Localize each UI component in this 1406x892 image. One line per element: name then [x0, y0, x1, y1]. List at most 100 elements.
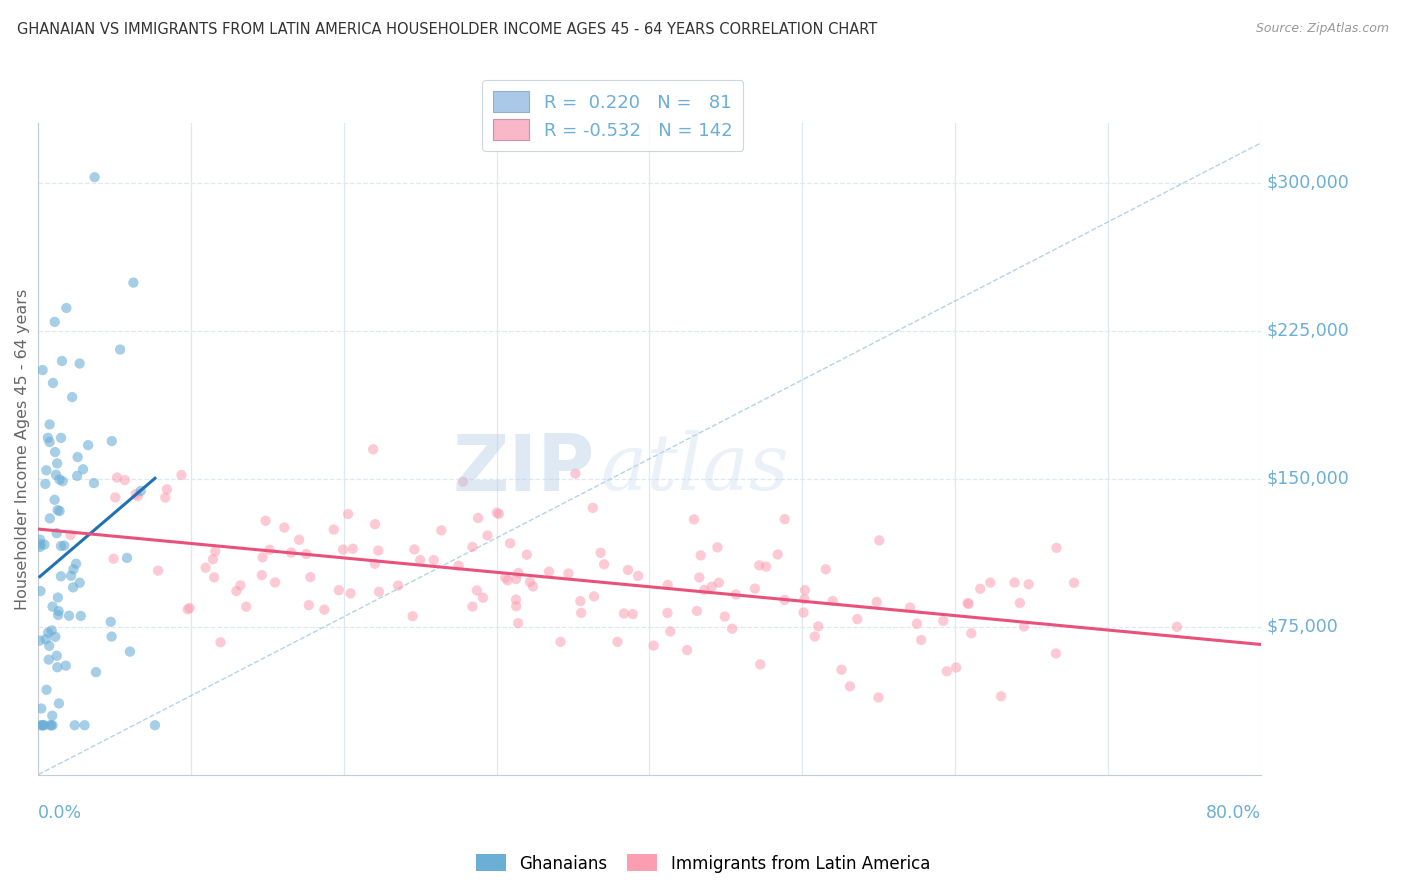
Point	[505, 572, 527, 586]
Point	[194, 560, 217, 574]
Point	[52, 475, 75, 489]
Text: $300,000: $300,000	[1267, 174, 1350, 192]
Point	[749, 657, 772, 672]
Point	[905, 616, 928, 631]
Point	[31, 363, 53, 377]
Point	[46, 456, 69, 470]
Point	[48, 504, 70, 518]
Point	[821, 594, 844, 608]
Point	[204, 544, 226, 558]
Point	[46, 591, 69, 605]
Point	[659, 624, 682, 639]
Point	[55, 301, 77, 315]
Point	[766, 548, 789, 562]
Point	[364, 517, 387, 532]
Point	[773, 512, 796, 526]
Point	[422, 553, 444, 567]
Point	[103, 551, 125, 566]
Point	[83, 476, 105, 491]
Point	[773, 593, 796, 607]
Point	[31, 718, 53, 732]
Point	[62, 581, 84, 595]
Point	[447, 558, 470, 573]
Point	[28, 633, 51, 648]
Point	[339, 586, 361, 600]
Text: atlas: atlas	[600, 430, 789, 507]
Point	[273, 520, 295, 534]
Point	[250, 568, 273, 582]
Point	[569, 606, 592, 620]
Point	[322, 523, 344, 537]
Point	[100, 615, 122, 629]
Point	[793, 592, 815, 607]
Point	[508, 616, 530, 631]
Point	[472, 591, 495, 605]
Point	[34, 632, 56, 647]
Point	[84, 665, 107, 680]
Point	[177, 602, 200, 616]
Point	[45, 648, 67, 663]
Point	[505, 592, 527, 607]
Point	[724, 587, 747, 601]
Point	[866, 595, 889, 609]
Point	[706, 541, 728, 555]
Point	[337, 507, 360, 521]
Point	[38, 511, 60, 525]
Point	[44, 492, 66, 507]
Point	[935, 665, 957, 679]
Point	[100, 630, 122, 644]
Point	[898, 600, 921, 615]
Point	[49, 569, 72, 583]
Point	[58, 608, 80, 623]
Point	[686, 604, 709, 618]
Point	[69, 357, 91, 371]
Point	[44, 315, 66, 329]
Point	[409, 553, 432, 567]
Point	[537, 565, 560, 579]
Point	[617, 563, 640, 577]
Point	[179, 601, 201, 615]
Point	[41, 708, 63, 723]
Point	[564, 467, 586, 481]
Point	[807, 619, 830, 633]
Text: 0.0%: 0.0%	[38, 804, 83, 822]
Point	[868, 690, 890, 705]
Text: ZIP: ZIP	[453, 431, 595, 507]
Y-axis label: Householder Income Ages 45 - 64 years: Householder Income Ages 45 - 64 years	[15, 288, 30, 609]
Point	[657, 578, 679, 592]
Point	[582, 590, 605, 604]
Legend: Ghanaians, Immigrants from Latin America: Ghanaians, Immigrants from Latin America	[470, 847, 936, 880]
Point	[49, 431, 72, 445]
Point	[35, 463, 58, 477]
Point	[676, 643, 699, 657]
Point	[42, 376, 65, 390]
Point	[35, 682, 58, 697]
Point	[519, 575, 541, 590]
Point	[1045, 647, 1067, 661]
Point	[41, 718, 63, 732]
Point	[45, 467, 67, 482]
Point	[69, 609, 91, 624]
Point	[1012, 619, 1035, 633]
Point	[73, 718, 96, 732]
Point	[957, 597, 980, 611]
Point	[77, 438, 100, 452]
Point	[830, 663, 852, 677]
Point	[55, 658, 77, 673]
Point	[683, 512, 706, 526]
Point	[280, 545, 302, 559]
Point	[522, 579, 544, 593]
Point	[30, 718, 52, 732]
Point	[328, 583, 350, 598]
Point	[298, 598, 321, 612]
Point	[332, 542, 354, 557]
Point	[461, 540, 484, 554]
Point	[1063, 575, 1085, 590]
Point	[201, 552, 224, 566]
Point	[41, 599, 63, 614]
Text: Source: ZipAtlas.com: Source: ZipAtlas.com	[1256, 22, 1389, 36]
Point	[37, 625, 59, 640]
Point	[361, 442, 384, 457]
Point	[494, 571, 516, 585]
Point	[46, 607, 69, 622]
